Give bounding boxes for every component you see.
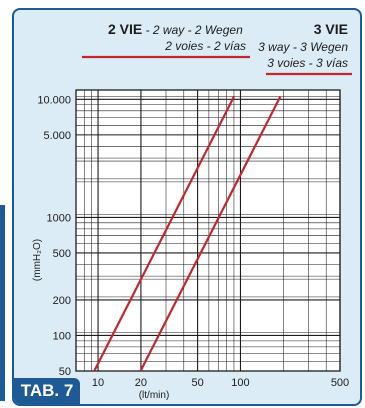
y-tick-label: 100 — [53, 330, 71, 342]
x-tick-label: 100 — [231, 377, 249, 389]
legend: 2 VIE - 2 way - 2 Wegen 2 voies - 2 vías 3… — [82, 21, 352, 76]
series-description: 3 way - 3 Wegen — [258, 40, 348, 54]
series-name: 3 VIE — [314, 21, 348, 37]
series-description: - 2 way - 2 Wegen — [142, 23, 243, 37]
x-tick-label: 10 — [92, 377, 104, 389]
y-tick-label: 1000 — [47, 212, 71, 224]
table-label: TAB. 7 — [14, 378, 80, 404]
chart-panel: 10.000 5.000 1000 500 200 100 50 10 20 50 100 500 2… — [12, 8, 362, 406]
legend-entry: 2 VIE - 2 way - 2 Wegen — [108, 21, 243, 37]
y-tick-label: 10.000 — [37, 94, 71, 106]
tick-labels: 10.000 5.000 1000 500 200 100 50 10 20 50 100 500 — [37, 94, 349, 389]
plot-area — [76, 90, 340, 371]
y-tick-label: 500 — [53, 248, 71, 260]
x-tick-label: 50 — [191, 377, 203, 389]
y-tick-label: 5.000 — [43, 130, 71, 142]
plot-frame — [75, 89, 341, 372]
series-description: 2 voies - 2 vías — [164, 39, 246, 53]
series-name: 2 VIE — [108, 21, 142, 37]
chart: 10.000 5.000 1000 500 200 100 50 10 20 50 100 500 2… — [32, 21, 352, 401]
edge-mark — [0, 205, 5, 401]
x-tick-label: 500 — [331, 377, 349, 389]
series-description: 3 voies - 3 vías — [267, 56, 348, 70]
x-axis-label: (lt/min) — [139, 390, 170, 401]
y-axis-label: (mmH₂O) — [32, 239, 43, 281]
x-tick-label: 20 — [135, 377, 147, 389]
y-tick-label: 200 — [53, 295, 71, 307]
grid-lines — [75, 90, 341, 372]
series-line — [139, 96, 282, 371]
series-layer — [93, 96, 282, 371]
y-tick-label: 50 — [59, 366, 71, 378]
series-line — [93, 96, 235, 371]
